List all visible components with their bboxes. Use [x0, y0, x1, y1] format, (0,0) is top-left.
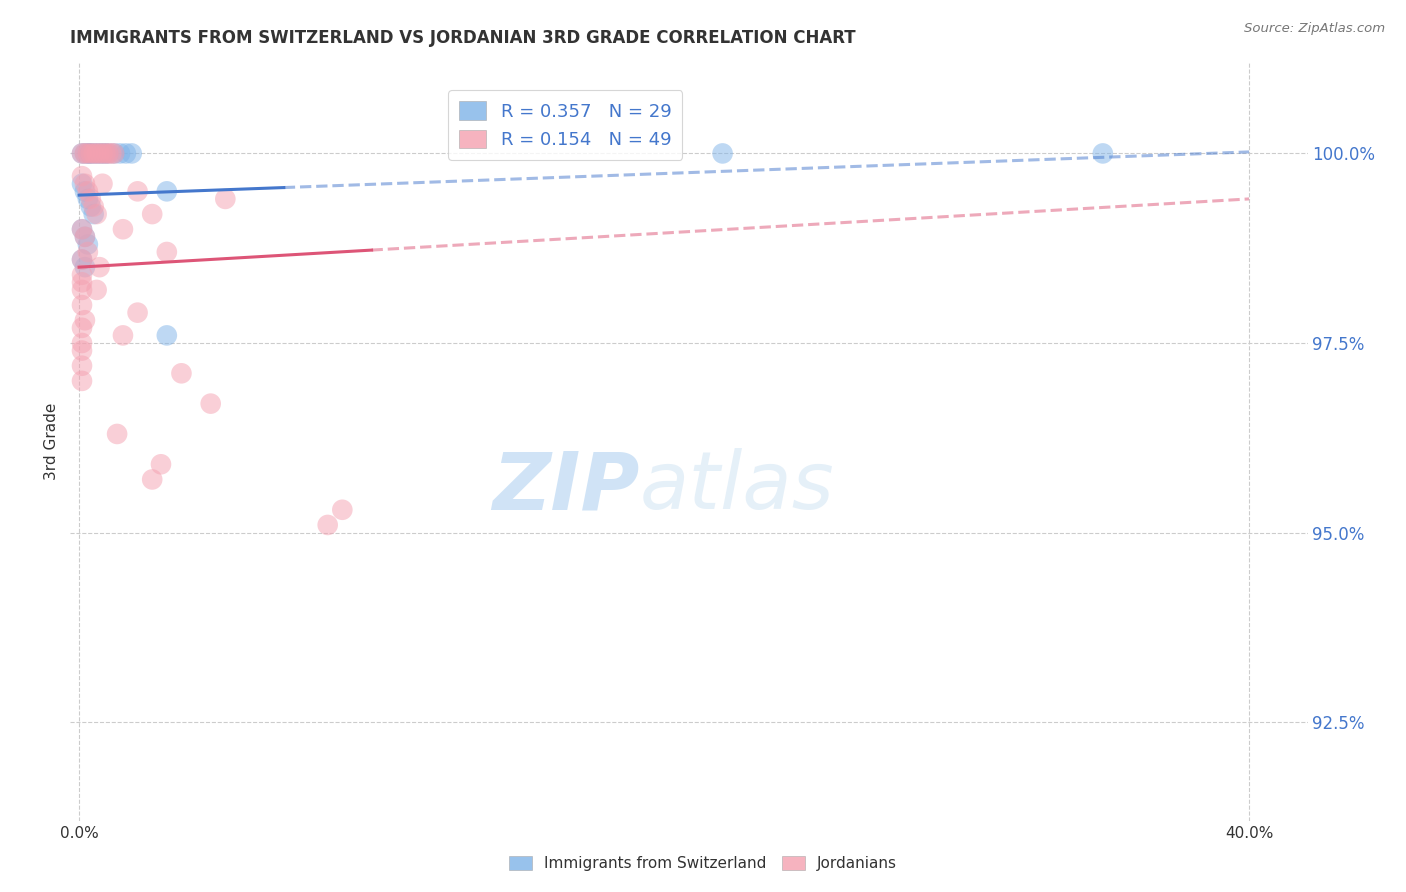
Point [70, 374, 93, 388]
Point [73, 146, 96, 161]
Point [103, 146, 125, 161]
Point [73, 230, 96, 244]
Point [73, 313, 96, 327]
Text: Source: ZipAtlas.com: Source: ZipAtlas.com [1244, 22, 1385, 36]
Point [83, 207, 105, 221]
Point [141, 473, 163, 487]
Point [121, 146, 143, 161]
Point [94, 146, 117, 161]
Point [70, 222, 93, 236]
Point [149, 458, 172, 472]
Point [86, 146, 108, 161]
Point [70, 222, 93, 236]
Point [80, 192, 103, 206]
Point [73, 230, 96, 244]
Y-axis label: 3rd Grade: 3rd Grade [44, 403, 59, 480]
Point [83, 200, 105, 214]
Point [97, 146, 120, 161]
Point [316, 518, 339, 533]
Point [80, 146, 103, 161]
Point [70, 252, 93, 267]
Point [70, 146, 93, 161]
Point [80, 200, 103, 214]
Point [76, 146, 98, 161]
Point [156, 245, 179, 260]
Point [89, 146, 111, 161]
Point [89, 146, 111, 161]
Point [89, 260, 111, 275]
Point [73, 185, 96, 199]
Point [73, 260, 96, 275]
Point [108, 146, 131, 161]
Point [73, 177, 96, 191]
Point [70, 343, 93, 358]
Point [70, 283, 93, 297]
Point [711, 146, 734, 161]
Point [330, 503, 353, 517]
Point [70, 276, 93, 290]
Point [1091, 146, 1114, 161]
Point [76, 192, 98, 206]
Point [170, 367, 193, 381]
Point [103, 146, 125, 161]
Point [91, 177, 114, 191]
Text: IMMIGRANTS FROM SWITZERLAND VS JORDANIAN 3RD GRADE CORRELATION CHART: IMMIGRANTS FROM SWITZERLAND VS JORDANIAN… [70, 29, 856, 47]
Point [79, 146, 101, 161]
Point [91, 146, 114, 161]
Point [91, 146, 114, 161]
Legend: Immigrants from Switzerland, Jordanians: Immigrants from Switzerland, Jordanians [503, 849, 903, 877]
Point [214, 192, 236, 206]
Point [83, 146, 105, 161]
Point [73, 146, 96, 161]
Point [86, 283, 108, 297]
Point [86, 146, 108, 161]
Point [94, 146, 117, 161]
Point [200, 397, 222, 411]
Point [100, 146, 122, 161]
Point [111, 222, 134, 236]
Point [141, 207, 163, 221]
Text: ZIP: ZIP [492, 448, 640, 526]
Point [115, 146, 138, 161]
Point [70, 177, 93, 191]
Point [156, 185, 179, 199]
Point [76, 237, 98, 252]
Point [83, 146, 105, 161]
Point [70, 359, 93, 373]
Point [70, 146, 93, 161]
Point [70, 252, 93, 267]
Legend: R = 0.357   N = 29, R = 0.154   N = 49: R = 0.357 N = 29, R = 0.154 N = 49 [449, 90, 682, 160]
Text: atlas: atlas [640, 448, 834, 526]
Point [76, 146, 98, 161]
Point [111, 328, 134, 343]
Point [156, 328, 179, 343]
Point [86, 207, 108, 221]
Point [70, 268, 93, 282]
Point [70, 169, 93, 184]
Point [76, 245, 98, 260]
Point [70, 321, 93, 335]
Point [127, 185, 149, 199]
Point [80, 146, 103, 161]
Point [105, 427, 128, 442]
Point [70, 298, 93, 312]
Point [70, 336, 93, 351]
Point [127, 306, 149, 320]
Point [76, 185, 98, 199]
Point [97, 146, 120, 161]
